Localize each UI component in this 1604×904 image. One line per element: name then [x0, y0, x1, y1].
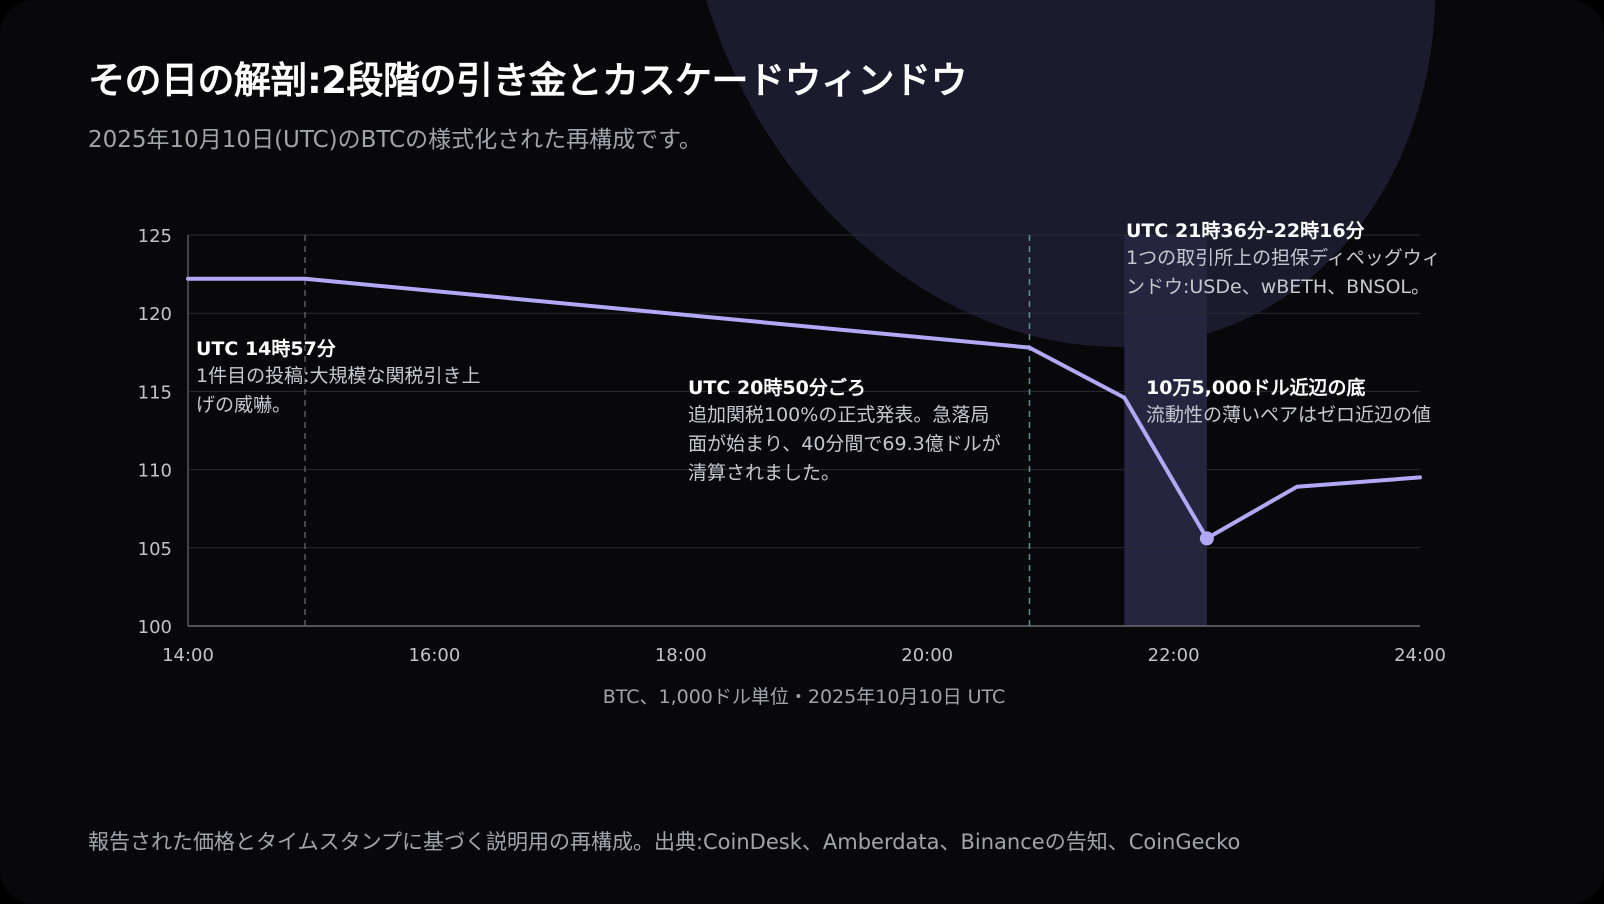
- btc-price-line: [186, 276, 1422, 541]
- annotation-text: 1つの取引所上の担保ディペッグウィンドウ:USDe、wBETH、BNSOL。: [1126, 247, 1441, 298]
- x-tick-label: 22:00: [1148, 645, 1200, 666]
- annotation-text: 流動性の薄いペアはゼロ近辺の値: [1146, 404, 1432, 426]
- depeg-window-band: [1124, 235, 1207, 626]
- x-tick-label: 16:00: [408, 645, 460, 666]
- x-tick-label: 20:00: [901, 645, 953, 666]
- bottom-point: [1199, 531, 1214, 546]
- source-footer: 報告された価格とタイムスタンプに基づく説明用の再構成。出典:CoinDesk、A…: [88, 830, 1241, 854]
- y-tick-label: 125: [138, 226, 172, 247]
- annotation-title: UTC 20時50分ごろ: [688, 377, 866, 399]
- annotation-title: UTC 14時57分: [196, 338, 336, 360]
- y-tick-label: 120: [138, 304, 172, 325]
- x-tick-label: 14:00: [162, 645, 214, 666]
- annotation-first-post: UTC 14時57分 1件目の投稿:大規模な関税引き上げの威嚇。: [196, 334, 496, 420]
- annotation-bottom: 10万5,000ドル近辺の底 流動性の薄いペアはゼロ近辺の値: [1146, 373, 1486, 430]
- annotation-official-announcement: UTC 20時50分ごろ 追加関税100%の正式発表。急落局面が始まり、40分間…: [688, 373, 1003, 488]
- chart-subtitle: 2025年10月10日(UTC)のBTCの様式化された再構成です。: [88, 127, 702, 153]
- annotation-text: 1件目の投稿:大規模な関税引き上げの威嚇。: [196, 365, 481, 416]
- y-tick-label: 115: [138, 382, 172, 403]
- x-tick-label: 18:00: [655, 645, 707, 666]
- y-tick-label: 105: [138, 539, 172, 560]
- annotation-title: UTC 21時36分-22時16分: [1126, 220, 1365, 242]
- annotation-depeg-window: UTC 21時36分-22時16分 1つの取引所上の担保ディペッグウィンドウ:U…: [1126, 216, 1456, 302]
- annotation-title: 10万5,000ドル近辺の底: [1146, 377, 1366, 399]
- chart-title: その日の解剖:2段階の引き金とカスケードウィンドウ: [88, 59, 968, 102]
- y-tick-label: 110: [138, 461, 172, 482]
- x-axis-label: BTC、1,000ドル単位・2025年10月10日 UTC: [603, 686, 1006, 708]
- annotation-text: 追加関税100%の正式発表。急落局面が始まり、40分間で69.3億ドルが清算され…: [688, 404, 1001, 484]
- y-tick-label: 100: [138, 617, 172, 638]
- x-tick-label: 24:00: [1394, 645, 1446, 666]
